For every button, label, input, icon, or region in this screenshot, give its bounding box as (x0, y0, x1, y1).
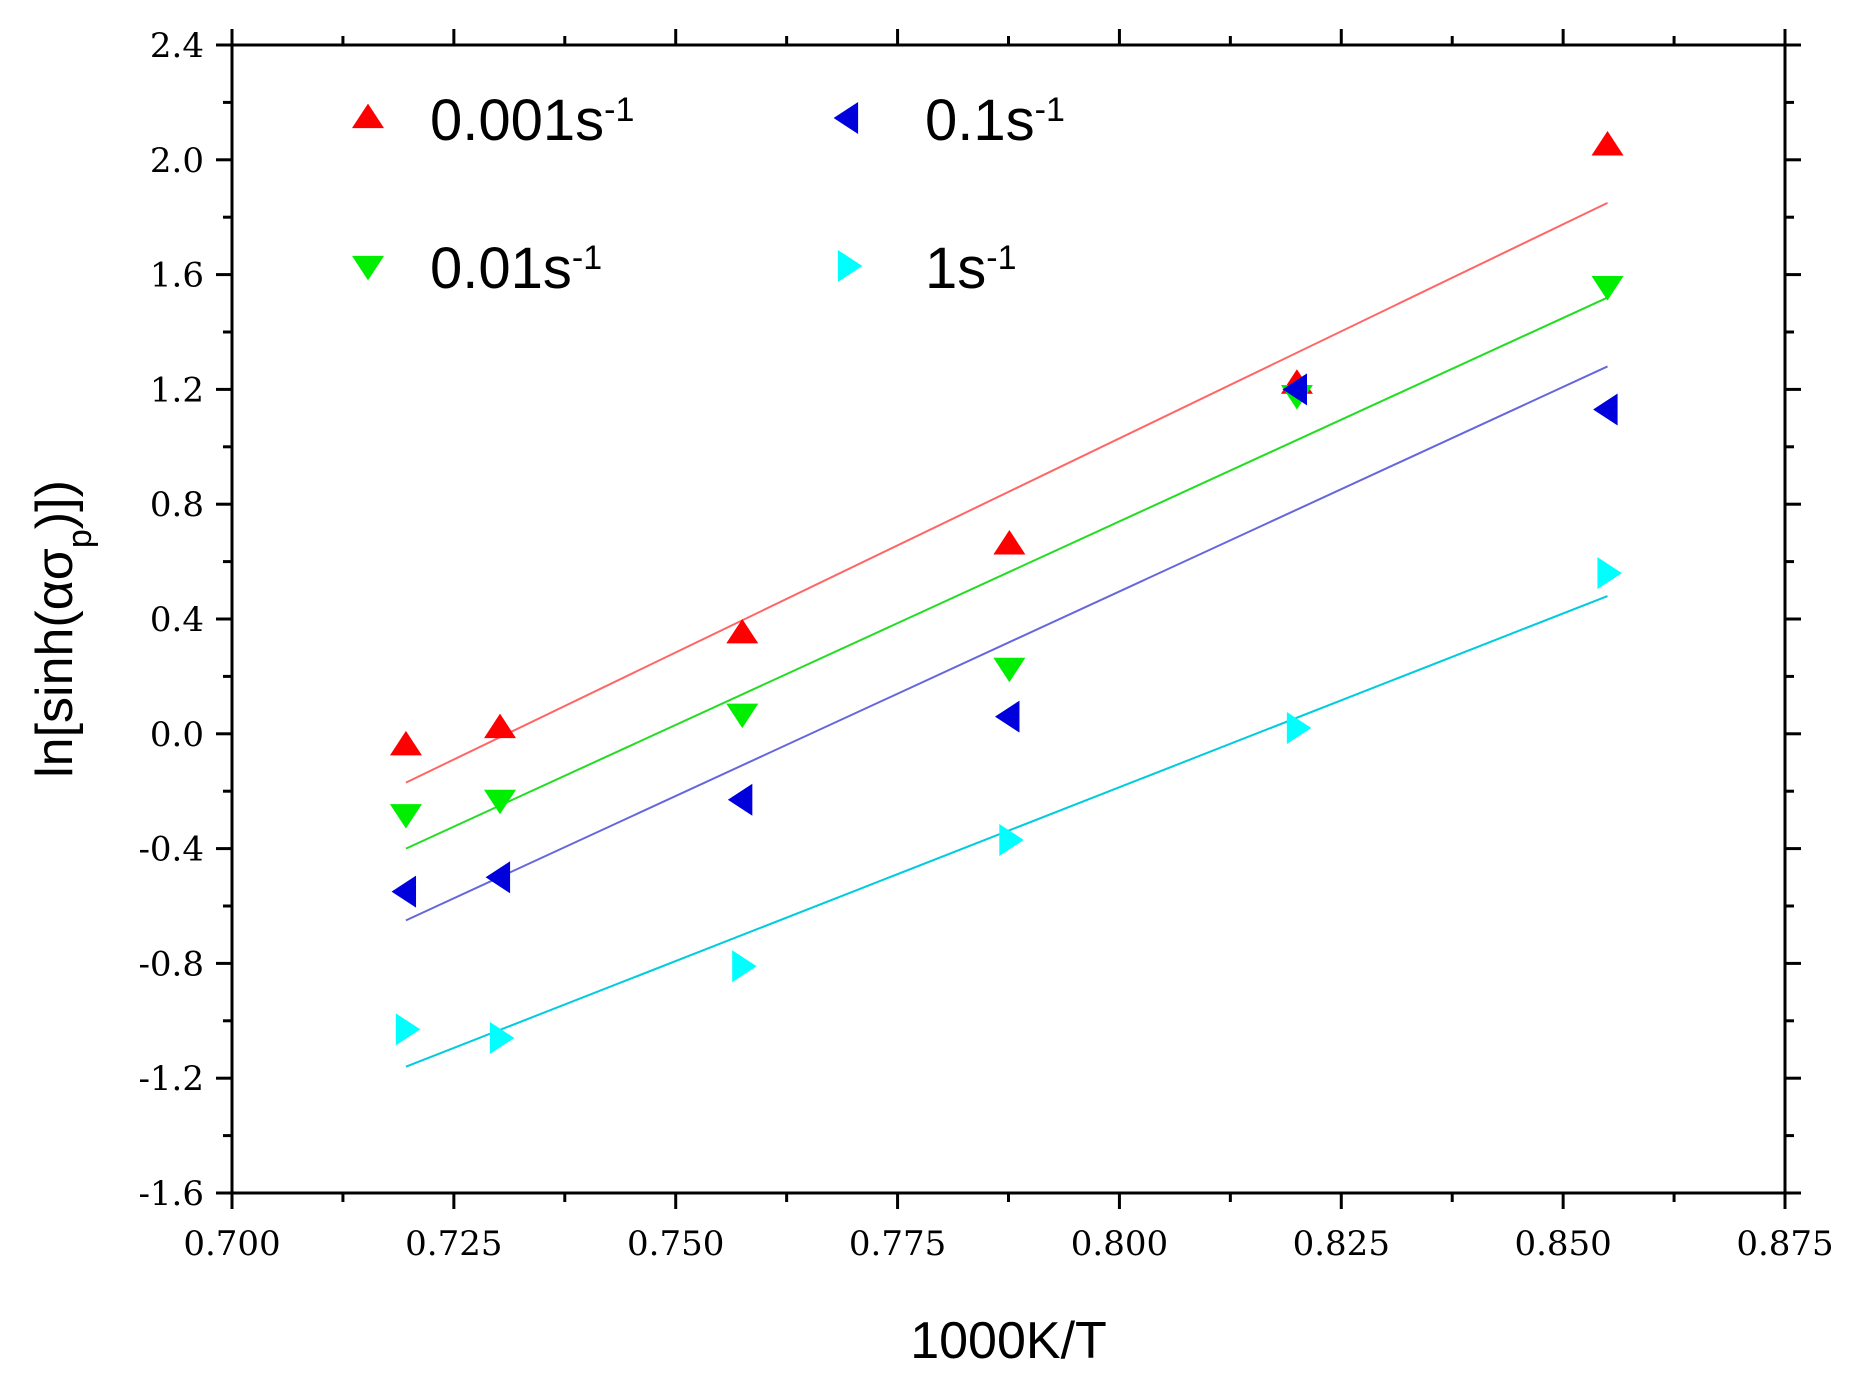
y-tick-label: -1.2 (138, 1059, 204, 1099)
point-0_01s (484, 789, 517, 815)
x-tick-label: 0.850 (1514, 1224, 1611, 1264)
x-tick-label: 0.800 (1071, 1224, 1168, 1264)
x-tick-label: 0.725 (405, 1224, 502, 1264)
x-tick-label: 0.875 (1736, 1224, 1833, 1264)
y-axis-title-sub: p (61, 529, 99, 548)
plot-frame (230, 43, 1787, 1195)
legend-marker-0_1s (833, 102, 859, 134)
x-tick-label: 0.775 (849, 1224, 946, 1264)
y-axis-title-main: ln[sinh(ασ (26, 548, 84, 778)
point-0_1s (391, 875, 417, 908)
y-tick-label: 0.4 (150, 600, 204, 640)
point-1s (1597, 557, 1622, 590)
point-0_1s (485, 861, 511, 894)
point-0_01s (726, 703, 759, 729)
legend-marker-0_01s (352, 255, 384, 281)
point-1s (395, 1013, 421, 1046)
legend-label-0_01s: 0.01s-1 (430, 236, 602, 301)
point-0_1s (1593, 393, 1618, 426)
y-tick-label: 1.6 (150, 256, 204, 296)
y-tick-label: 2.4 (150, 26, 204, 66)
point-1s (732, 950, 757, 983)
x-tick-labels: 0.700 0.725 0.750 0.775 0.800 0.825 0.850 0.875 (183, 1224, 1833, 1264)
y-tick-label: -1.6 (138, 1174, 204, 1214)
axis-ticks (216, 29, 1801, 1209)
y-tick-label: 1.2 (150, 370, 204, 410)
point-0_01s (1591, 276, 1624, 301)
point-0_001s (484, 713, 517, 739)
legend-label-1s: 1s-1 (925, 236, 1017, 301)
point-0_001s (726, 618, 759, 644)
fit-line-0_01s (405, 296, 1608, 850)
point-0_1s (994, 700, 1020, 733)
y-tick-label: 2.0 (150, 141, 204, 181)
point-0_001s (1591, 131, 1624, 156)
y-tick-label: -0.4 (138, 830, 204, 870)
data-markers (389, 131, 1624, 1055)
y-tick-labels: -1.6 -1.2 -0.8 -0.4 0.0 0.4 0.8 1.2 1.6 2.0 2.4 (138, 26, 204, 1214)
x-axis-title: 1000K/T (910, 1312, 1107, 1370)
point-0_1s (1282, 373, 1307, 406)
legend-label-0_001s: 0.001s-1 (430, 88, 634, 153)
legend-label-0_1s: 0.1s-1 (925, 88, 1065, 153)
point-0_001s (389, 730, 422, 756)
fit-line-0_001s (405, 201, 1608, 784)
legend-marker-1s (837, 250, 863, 282)
legend-marker-0_001s (352, 103, 384, 129)
x-tick-label: 0.700 (183, 1224, 280, 1264)
y-tick-label: 0.0 (150, 715, 204, 755)
x-tick-label: 0.825 (1293, 1224, 1390, 1264)
x-tick-label: 0.750 (627, 1224, 724, 1264)
fit-lines (405, 201, 1608, 1068)
legend: 0.001s-1 0.01s-1 0.1s-1 1s-1 (352, 88, 1065, 301)
y-axis-title-tail: )]) (26, 480, 84, 529)
point-1s (999, 823, 1024, 856)
y-axis-title: ln[sinh(ασp)]) (26, 480, 99, 778)
point-1s (489, 1022, 515, 1055)
y-tick-label: -0.8 (138, 944, 204, 984)
point-0_001s (993, 529, 1026, 555)
point-0_1s (727, 783, 753, 816)
y-tick-label: 0.8 (150, 485, 204, 525)
point-1s (1286, 712, 1312, 745)
fit-line-0_1s (405, 365, 1608, 922)
point-0_01s (389, 804, 422, 829)
point-0_01s (993, 657, 1026, 683)
